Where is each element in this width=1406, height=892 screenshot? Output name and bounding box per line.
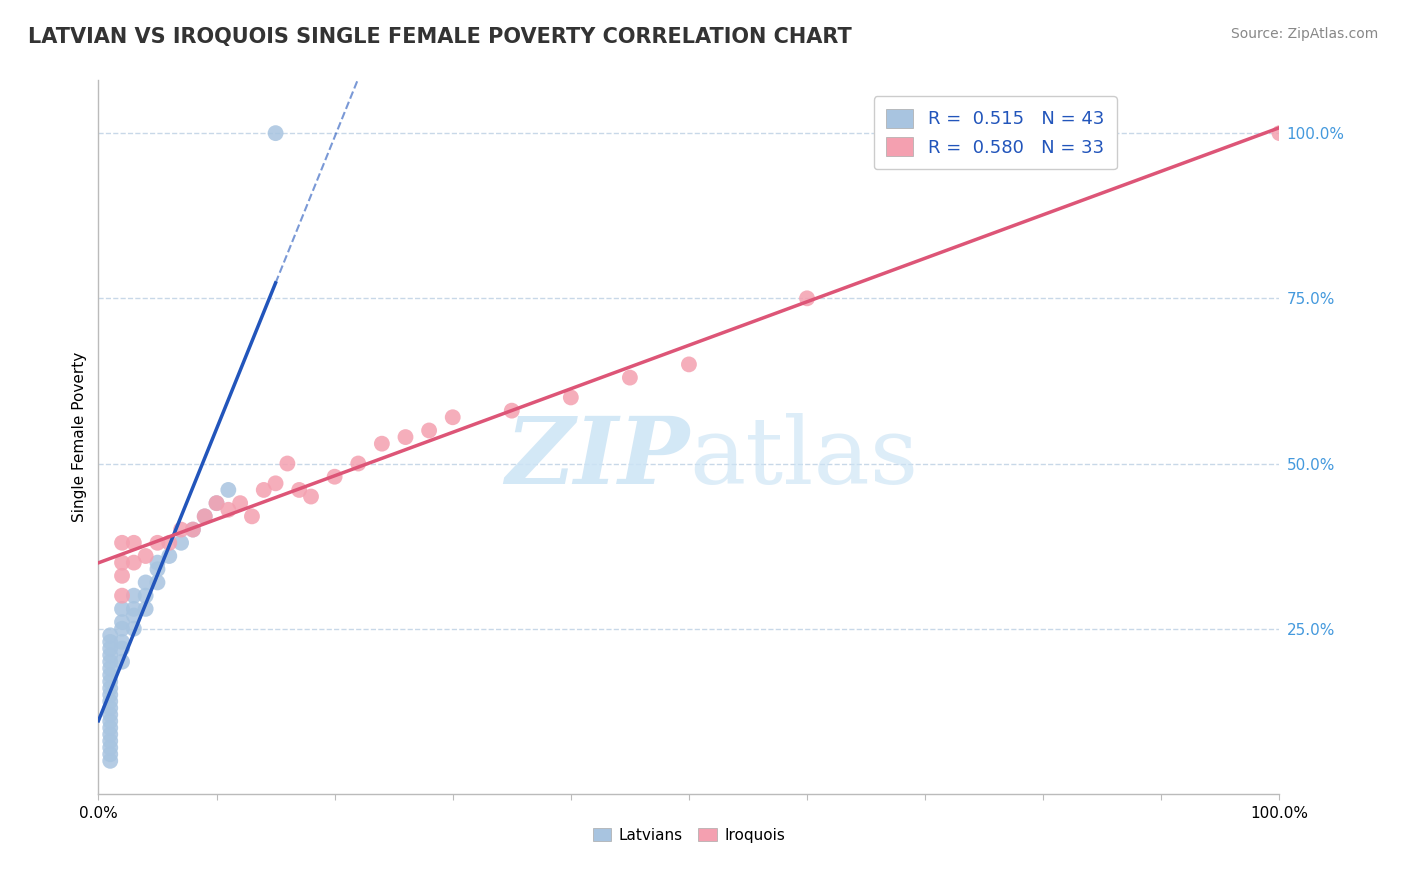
Point [217,502,239,516]
Point [98,628,121,642]
Point [135,549,157,563]
Point [418,424,440,438]
Point [98,674,121,689]
Point [122,622,145,636]
Point [135,575,157,590]
Point [98,641,121,656]
Point [111,615,134,629]
Point [323,469,346,483]
Point [288,483,311,497]
Point [560,391,582,405]
Point [264,476,287,491]
Point [135,602,157,616]
Point [299,490,322,504]
Point [170,523,193,537]
Point [98,635,121,649]
Point [146,556,169,570]
Point [98,734,121,748]
Point [371,436,394,450]
Point [146,562,169,576]
Point [157,536,180,550]
Point [111,655,134,669]
Point [122,556,145,570]
Y-axis label: Single Female Poverty: Single Female Poverty [72,352,87,522]
Point [98,648,121,662]
Point [501,403,523,417]
Point [194,509,217,524]
Point [98,655,121,669]
Point [98,668,121,682]
Point [205,496,228,510]
Text: ZIP: ZIP [505,414,689,503]
Point [98,754,121,768]
Point [146,575,169,590]
Point [170,536,193,550]
Point [253,483,276,497]
Point [98,714,121,729]
Point [111,536,134,550]
Point [111,602,134,616]
Point [122,602,145,616]
Point [98,727,121,741]
Text: Source: ZipAtlas.com: Source: ZipAtlas.com [1230,27,1378,41]
Point [111,635,134,649]
Point [229,496,252,510]
Point [98,701,121,715]
Point [98,707,121,722]
Point [135,589,157,603]
Point [619,370,641,384]
Point [98,721,121,735]
Point [146,536,169,550]
Point [111,556,134,570]
Point [98,661,121,675]
Point [441,410,464,425]
Point [157,549,180,563]
Legend: Latvians, Iroquois: Latvians, Iroquois [585,820,793,850]
Point [1268,126,1291,140]
Point [111,569,134,583]
Point [217,483,239,497]
Point [122,608,145,623]
Point [122,589,145,603]
Point [194,509,217,524]
Point [111,641,134,656]
Point [111,622,134,636]
Point [181,523,204,537]
Point [98,688,121,702]
Point [276,457,298,471]
Point [98,681,121,695]
Point [347,457,370,471]
Point [98,747,121,762]
Point [394,430,416,444]
Point [111,589,134,603]
Point [98,694,121,708]
Text: LATVIAN VS IROQUOIS SINGLE FEMALE POVERTY CORRELATION CHART: LATVIAN VS IROQUOIS SINGLE FEMALE POVERT… [28,27,852,46]
Point [264,126,287,140]
Point [678,358,700,372]
Point [98,740,121,755]
Point [796,291,818,305]
Point [205,496,228,510]
Point [181,523,204,537]
Point [240,509,263,524]
Point [122,536,145,550]
Text: atlas: atlas [689,414,918,503]
